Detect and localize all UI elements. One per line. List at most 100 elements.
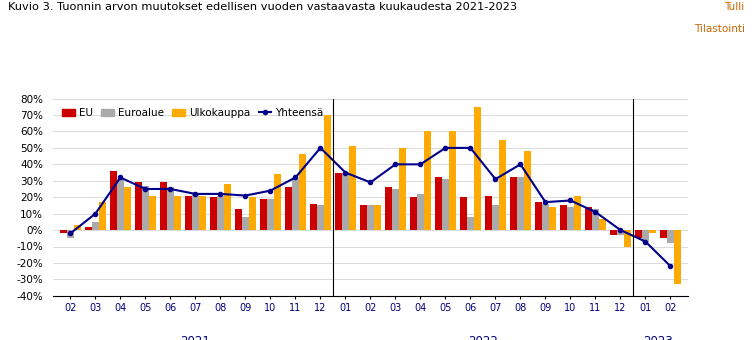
Bar: [235, 209, 242, 230]
Bar: [367, 205, 373, 230]
Bar: [567, 207, 574, 230]
Bar: [435, 177, 442, 230]
Yhteensä: [516, 162, 525, 166]
Bar: [199, 195, 206, 230]
Text: Kuvio 3. Tuonnin arvon muutokset edellisen vuoden vastaavasta kuukaudesta 2021-2: Kuvio 3. Tuonnin arvon muutokset edellis…: [8, 2, 516, 12]
Bar: [449, 132, 456, 230]
Yhteensä: [141, 187, 150, 191]
Yhteensä: [641, 239, 650, 243]
Bar: [560, 205, 567, 230]
Bar: [361, 205, 367, 230]
Bar: [174, 195, 181, 230]
Bar: [292, 179, 299, 230]
Bar: [135, 183, 142, 230]
Text: Tilastointi: Tilastointi: [694, 24, 745, 34]
Yhteensä: [616, 228, 625, 232]
Bar: [411, 197, 417, 230]
Text: Tulli: Tulli: [724, 2, 745, 12]
Bar: [649, 230, 655, 233]
Bar: [386, 187, 392, 230]
Bar: [149, 195, 156, 230]
Bar: [399, 148, 405, 230]
Yhteensä: [391, 162, 400, 166]
Bar: [510, 177, 517, 230]
Bar: [599, 219, 606, 230]
Bar: [467, 217, 474, 230]
Bar: [60, 230, 67, 233]
Bar: [274, 174, 280, 230]
Bar: [485, 195, 492, 230]
Bar: [460, 197, 467, 230]
Bar: [285, 187, 292, 230]
Bar: [342, 173, 349, 230]
Bar: [574, 195, 581, 230]
Yhteensä: [241, 193, 250, 198]
Yhteensä: [91, 211, 100, 216]
Bar: [310, 204, 317, 230]
Yhteensä: [66, 231, 75, 235]
Text: 2021: 2021: [181, 335, 210, 340]
Bar: [160, 183, 167, 230]
Bar: [499, 140, 506, 230]
Yhteensä: [466, 146, 475, 150]
Yhteensä: [541, 200, 550, 204]
Bar: [224, 184, 231, 230]
Bar: [667, 230, 674, 243]
Text: 2023: 2023: [643, 335, 673, 340]
Bar: [442, 179, 449, 230]
Bar: [185, 195, 192, 230]
Bar: [260, 199, 267, 230]
Bar: [67, 230, 74, 238]
Bar: [74, 225, 81, 230]
Bar: [210, 197, 217, 230]
Bar: [517, 177, 524, 230]
Yhteensä: [266, 189, 275, 193]
Bar: [642, 230, 649, 241]
Yhteensä: [191, 192, 200, 196]
Bar: [524, 151, 531, 230]
Bar: [349, 146, 355, 230]
Bar: [474, 107, 481, 230]
Bar: [142, 186, 149, 230]
Yhteensä: [566, 199, 575, 203]
Legend: EU, Euroalue, Ulkokauppa, Yhteensä: EU, Euroalue, Ulkokauppa, Yhteensä: [58, 104, 327, 122]
Bar: [592, 209, 599, 230]
Yhteensä: [341, 171, 350, 175]
Yhteensä: [491, 177, 500, 181]
Bar: [549, 207, 556, 230]
Yhteensä: [366, 181, 375, 185]
Bar: [660, 230, 667, 238]
Text: 2022: 2022: [468, 335, 498, 340]
Line: Yhteensä: Yhteensä: [68, 146, 673, 268]
Bar: [585, 207, 592, 230]
Bar: [299, 154, 305, 230]
Bar: [167, 187, 174, 230]
Bar: [617, 230, 624, 235]
Bar: [192, 194, 199, 230]
Bar: [424, 132, 431, 230]
Yhteensä: [591, 210, 600, 214]
Bar: [124, 187, 131, 230]
Bar: [635, 230, 642, 238]
Yhteensä: [416, 162, 425, 166]
Yhteensä: [116, 175, 125, 180]
Bar: [610, 230, 617, 235]
Bar: [92, 222, 99, 230]
Yhteensä: [316, 146, 325, 150]
Bar: [267, 199, 274, 230]
Bar: [542, 204, 549, 230]
Bar: [324, 115, 330, 230]
Bar: [492, 205, 499, 230]
Bar: [535, 202, 542, 230]
Bar: [392, 189, 399, 230]
Yhteensä: [666, 264, 675, 268]
Yhteensä: [166, 187, 175, 191]
Bar: [110, 171, 117, 230]
Bar: [336, 173, 342, 230]
Yhteensä: [216, 192, 225, 196]
Bar: [99, 202, 106, 230]
Yhteensä: [291, 175, 300, 180]
Bar: [674, 230, 680, 284]
Bar: [373, 205, 380, 230]
Bar: [242, 217, 249, 230]
